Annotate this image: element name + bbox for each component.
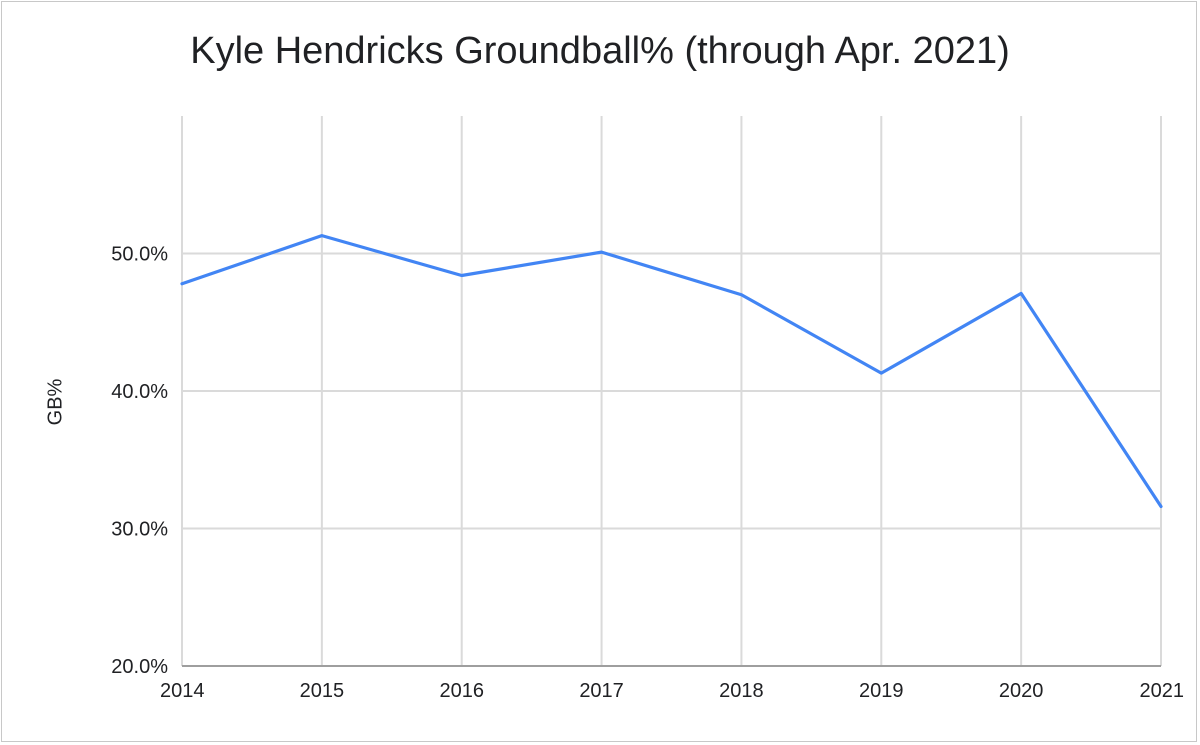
x-tick-label: 2019: [859, 680, 904, 702]
y-tick-label: 20.0%: [111, 656, 168, 678]
series-line: [180, 234, 1163, 509]
y-tick-label: 50.0%: [111, 244, 168, 266]
x-tick-label: 2018: [719, 680, 764, 702]
x-tick-label: 2014: [160, 680, 205, 702]
x-tick-label: 2021: [1140, 680, 1185, 702]
horizontal-gridlines: [182, 252, 1161, 667]
y-tick-label: 40.0%: [111, 381, 168, 403]
data-series: [180, 234, 1163, 509]
x-tick-label: 2020: [999, 680, 1044, 702]
chart-title: Kyle Hendricks Groundball% (through Apr.…: [190, 30, 1010, 72]
x-tick-labels: 2014 2015 2016 2017 2018 2019 2020 2021: [160, 680, 1184, 702]
x-tick-label: 2015: [300, 680, 345, 702]
y-tick-labels: 20.0% 30.0% 40.0% 50.0%: [111, 244, 168, 679]
x-tick-label: 2017: [579, 680, 624, 702]
y-tick-label: 30.0%: [111, 519, 168, 541]
x-tick-label: 2016: [439, 680, 484, 702]
